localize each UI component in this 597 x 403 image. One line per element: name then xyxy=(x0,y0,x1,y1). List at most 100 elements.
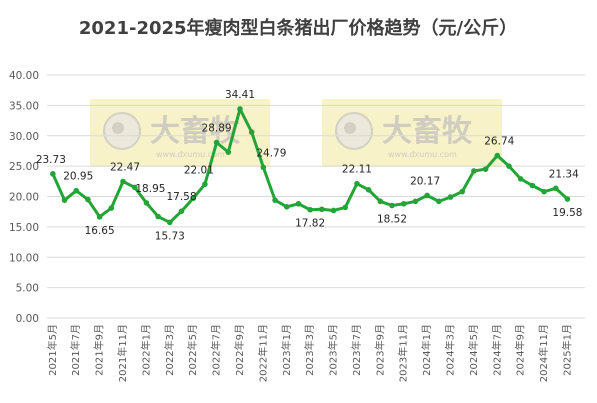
watermark-url: www.dxumu.com xyxy=(156,150,225,159)
x-tick-label: 2022年3月 xyxy=(163,324,176,376)
gridlines xyxy=(47,74,585,319)
data-point xyxy=(225,149,232,155)
x-tick-label: 2023年7月 xyxy=(350,324,363,376)
data-point xyxy=(447,194,454,200)
x-tick-label: 2022年9月 xyxy=(233,324,246,376)
y-tick-label: 5.00 xyxy=(16,283,39,295)
data-label: 34.41 xyxy=(225,89,255,101)
y-tick-label: 30.00 xyxy=(9,131,39,143)
data-point xyxy=(85,196,91,203)
y-tick-label: 15.00 xyxy=(9,222,39,234)
data-label: 19.58 xyxy=(552,207,582,219)
x-tick-label: 2023年5月 xyxy=(327,324,340,376)
data-label: 21.34 xyxy=(549,168,579,180)
data-label: 26.74 xyxy=(484,136,514,148)
data-point xyxy=(178,208,185,215)
data-labels: 23.73 20.95 16.65 22.47 18.95 15.73 17.58 22.01… xyxy=(36,89,583,242)
data-point xyxy=(260,164,267,171)
x-tick-label: 2021年5月 xyxy=(46,324,59,376)
data-point xyxy=(424,192,430,199)
data-point xyxy=(295,200,302,207)
watermark-logo-dot-icon xyxy=(112,122,124,134)
data-point xyxy=(529,182,536,189)
data-point xyxy=(307,206,313,213)
data-point xyxy=(96,214,103,220)
data-label: 28.89 xyxy=(202,122,232,134)
data-point xyxy=(342,204,349,211)
watermark-url: www.dxumu.com xyxy=(388,150,457,159)
data-label: 16.65 xyxy=(85,225,115,237)
data-label: 20.95 xyxy=(63,171,93,183)
data-point xyxy=(61,197,68,203)
data-point xyxy=(354,180,360,187)
x-tick-label: 2022年7月 xyxy=(210,324,223,376)
data-point xyxy=(552,185,559,192)
y-tick-label: 20.00 xyxy=(9,192,39,204)
data-point xyxy=(319,206,325,213)
data-point xyxy=(202,181,208,188)
data-point xyxy=(482,166,489,172)
x-tick-label: 2024年7月 xyxy=(490,324,503,376)
data-point xyxy=(143,200,150,206)
data-point xyxy=(400,200,407,207)
x-tick-label: 2022年11月 xyxy=(256,324,269,382)
data-label: 17.58 xyxy=(166,191,196,203)
x-tick-label: 2022年5月 xyxy=(186,324,199,376)
data-point xyxy=(248,129,255,135)
data-point xyxy=(120,178,126,185)
watermark-brand: 大畜牧 xyxy=(150,114,241,149)
data-label: 18.95 xyxy=(135,183,165,195)
data-point xyxy=(517,176,524,182)
x-tick-label: 2021年7月 xyxy=(69,324,82,376)
data-label: 24.79 xyxy=(256,147,286,159)
data-point xyxy=(108,205,115,211)
y-tick-label: 0.00 xyxy=(16,313,39,325)
watermark-brand: 大畜牧 xyxy=(382,114,473,149)
x-tick-label: 2023年9月 xyxy=(373,324,386,376)
y-tick-label: 25.00 xyxy=(9,161,39,173)
data-point xyxy=(377,198,384,205)
y-axis-ticks: 0.00 5.00 10.00 15.00 20.00 25.00 30.00 35.00 40… xyxy=(9,70,39,325)
data-label: 22.47 xyxy=(110,161,140,173)
data-point xyxy=(190,195,196,202)
watermark-logo-dot-icon xyxy=(344,122,356,134)
x-tick-label: 2024年9月 xyxy=(514,324,527,376)
data-point xyxy=(330,207,337,214)
y-tick-label: 35.00 xyxy=(9,100,39,112)
x-tick-label: 2021年9月 xyxy=(93,324,106,376)
x-tick-label: 2021年11月 xyxy=(116,324,129,382)
data-point xyxy=(213,139,220,146)
x-tick-label: 2024年1月 xyxy=(420,324,433,376)
data-point xyxy=(365,187,372,193)
data-point xyxy=(541,188,547,195)
data-point xyxy=(506,163,512,169)
data-label: 18.52 xyxy=(377,213,407,225)
series-layer xyxy=(50,106,571,226)
data-label: 15.73 xyxy=(155,230,185,242)
data-point xyxy=(412,198,419,205)
y-tick-label: 40.00 xyxy=(9,70,39,82)
data-point xyxy=(564,196,571,202)
data-point xyxy=(471,168,477,174)
data-point xyxy=(459,188,465,195)
data-point xyxy=(436,198,442,205)
data-label: 23.73 xyxy=(36,154,66,166)
data-point xyxy=(283,204,290,210)
x-axis-ticks: 2021年5月 2021年7月 2021年9月 2021年11月 2022年1月 2022… xyxy=(46,324,574,382)
x-tick-label: 2024年11月 xyxy=(537,324,550,382)
data-point xyxy=(50,171,56,177)
data-point xyxy=(155,213,161,220)
data-point xyxy=(272,197,278,203)
data-point xyxy=(237,106,243,112)
chart-title: 2021-2025年瘦肉型白条猪出厂价格趋势（元/公斤） xyxy=(79,17,517,39)
data-label: 17.82 xyxy=(295,218,325,230)
x-tick-label: 2024年5月 xyxy=(467,324,480,376)
x-tick-label: 2022年1月 xyxy=(139,324,152,376)
x-tick-label: 2023年11月 xyxy=(397,324,410,382)
x-tick-label: 2025年1月 xyxy=(560,324,573,376)
data-point xyxy=(389,202,395,209)
